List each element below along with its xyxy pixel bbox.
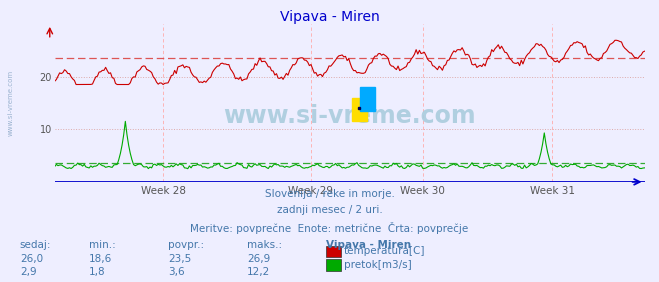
- Text: 1,8: 1,8: [89, 267, 105, 277]
- Text: zadnji mesec / 2 uri.: zadnji mesec / 2 uri.: [277, 205, 382, 215]
- Text: temperatura[C]: temperatura[C]: [344, 246, 426, 256]
- Text: 23,5: 23,5: [168, 254, 191, 264]
- Text: 12,2: 12,2: [247, 267, 270, 277]
- Text: www.si-vreme.com: www.si-vreme.com: [223, 103, 476, 127]
- Text: min.:: min.:: [89, 240, 116, 250]
- Bar: [352, 98, 367, 121]
- Text: 2,9: 2,9: [20, 267, 36, 277]
- Text: 18,6: 18,6: [89, 254, 112, 264]
- Text: Vipava - Miren: Vipava - Miren: [326, 240, 411, 250]
- Text: maks.:: maks.:: [247, 240, 282, 250]
- Text: Meritve: povprečne  Enote: metrične  Črta: povprečje: Meritve: povprečne Enote: metrične Črta:…: [190, 222, 469, 234]
- Text: povpr.:: povpr.:: [168, 240, 204, 250]
- Bar: [360, 87, 375, 111]
- FancyBboxPatch shape: [326, 246, 341, 257]
- Text: Vipava - Miren: Vipava - Miren: [279, 10, 380, 24]
- Text: sedaj:: sedaj:: [20, 240, 51, 250]
- Text: 3,6: 3,6: [168, 267, 185, 277]
- Text: 26,9: 26,9: [247, 254, 270, 264]
- Text: 26,0: 26,0: [20, 254, 43, 264]
- Text: www.si-vreme.com: www.si-vreme.com: [7, 70, 13, 136]
- FancyBboxPatch shape: [326, 259, 341, 271]
- Text: Slovenija / reke in morje.: Slovenija / reke in morje.: [264, 189, 395, 199]
- Text: pretok[m3/s]: pretok[m3/s]: [344, 260, 412, 270]
